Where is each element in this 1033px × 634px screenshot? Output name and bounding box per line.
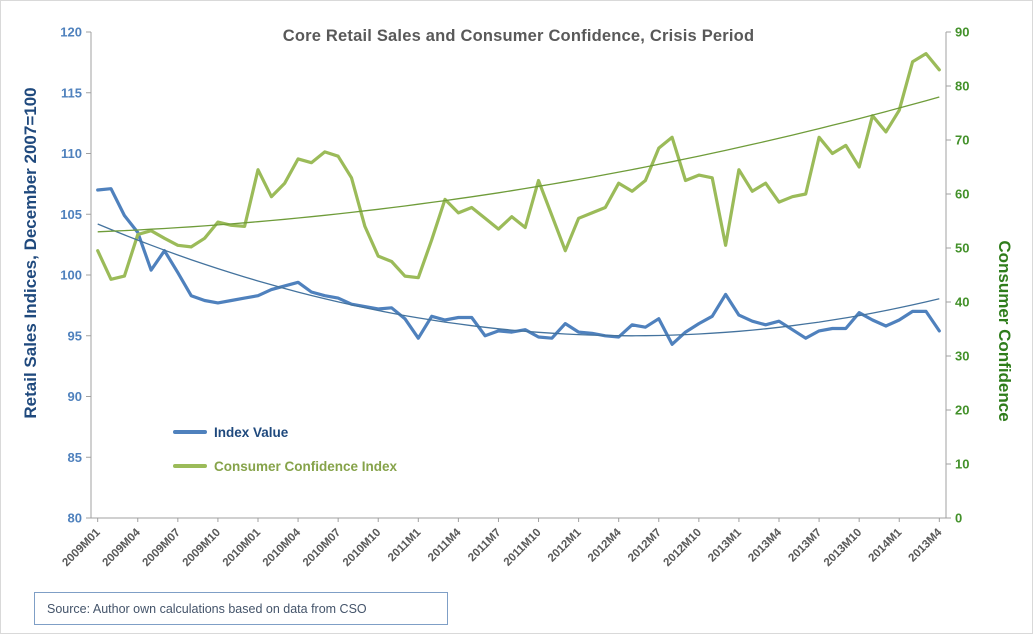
right-axis-tick-label: 60 [955, 187, 969, 202]
right-axis-tick-label: 30 [955, 349, 969, 364]
source-note-box: Source: Author own calculations based on… [34, 592, 448, 625]
x-axis-tick-label: 2009M07 [141, 527, 183, 569]
x-axis-tick-label: 2012M7 [626, 527, 664, 565]
left-axis-tick-label: 115 [61, 85, 82, 100]
x-axis-tick-label: 2009M04 [100, 526, 143, 569]
left-axis-tick-label: 105 [60, 207, 82, 222]
right-axis-tick-label: 90 [955, 25, 969, 40]
x-axis-tick-label: 2013M4 [907, 526, 945, 564]
series-line-index-value [96, 187, 941, 346]
trendline-consumer-confidence-index [97, 96, 940, 233]
left-axis-tick-label: 80 [68, 511, 82, 526]
x-axis-tick-label: 2011M4 [426, 526, 464, 564]
x-axis-tick-label: 2010M01 [221, 526, 264, 569]
x-axis-tick-label: 2013M1 [706, 526, 744, 564]
left-axis-tick-label: 110 [61, 146, 82, 161]
x-axis-tick-label: 2010M04 [261, 526, 304, 569]
legend-swatch-consumer-confidence [173, 464, 207, 468]
legend-item-consumer-confidence: Consumer Confidence Index [173, 456, 397, 476]
right-axis-tick-label: 70 [955, 133, 969, 148]
source-note-text: Source: Author own calculations based on… [47, 601, 367, 616]
chart-title: Core Retail Sales and Consumer Confidenc… [282, 27, 755, 45]
right-axis-tick-label: 20 [955, 403, 969, 418]
x-axis-tick-label: 2009M10 [181, 527, 223, 569]
x-axis-tick-label: 2013M7 [786, 527, 824, 565]
x-axis-tick-label: 2010M10 [341, 527, 383, 569]
left-axis-tick-label: 100 [60, 268, 82, 283]
left-axis-tick-label: 120 [60, 25, 82, 40]
right-axis-tick-label: 80 [955, 79, 969, 94]
left-axis-title: Retail Sales Indices, December 2007=100 [21, 87, 40, 419]
x-axis-tick-label: 2010M07 [301, 527, 343, 569]
x-axis-tick-label: 2011M7 [466, 527, 503, 564]
x-axis-tick-label: 2011M1 [386, 526, 424, 564]
left-axis-tick-label: 95 [68, 328, 82, 343]
x-axis-tick-label: 2013M10 [822, 527, 864, 569]
x-axis-tick-label: 2012M1 [546, 526, 584, 564]
legend-label-index-value: Index Value [214, 424, 289, 440]
trendline-index-value [97, 223, 940, 337]
x-axis-tick-label: 2012M10 [662, 527, 704, 569]
x-axis-tick-label: 2014M1 [866, 526, 904, 564]
right-axis-tick-label: 10 [955, 457, 969, 472]
x-axis-tick-label: 2009M01 [60, 526, 103, 569]
right-axis-tick-label: 50 [955, 241, 969, 256]
right-axis-tick-label: 40 [955, 295, 969, 310]
left-axis-tick-label: 85 [68, 450, 82, 465]
x-axis-tick-label: 2012M4 [586, 526, 624, 564]
legend: Index Value Consumer Confidence Index [173, 422, 397, 476]
x-axis-tick-label: 2013M4 [746, 526, 784, 564]
series-line-consumer-confidence-index [96, 51, 941, 281]
x-axis-tick-label: 2011M10 [502, 527, 544, 569]
legend-item-index-value: Index Value [173, 422, 397, 442]
legend-swatch-index-value [173, 430, 207, 434]
left-axis-tick-label: 90 [68, 389, 82, 404]
right-axis-title: Consumer Confidence [995, 240, 1014, 422]
right-axis-tick-label: 0 [955, 511, 962, 526]
legend-label-consumer-confidence: Consumer Confidence Index [214, 458, 398, 474]
